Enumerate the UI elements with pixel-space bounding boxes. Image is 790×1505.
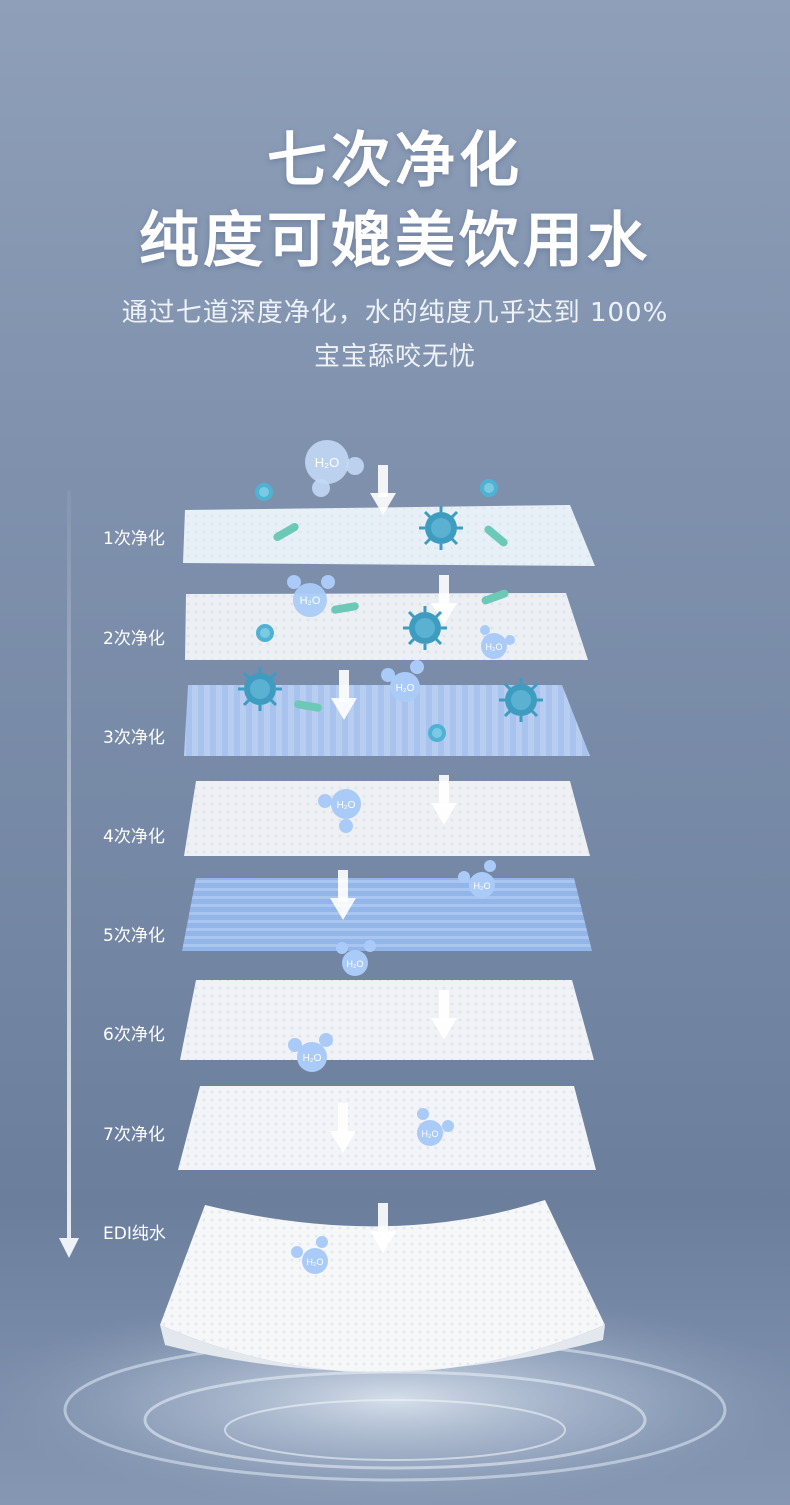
filter-sheet-4 [184,781,590,856]
water-molecule-label: H₂O [396,683,415,694]
stage-label-3: 3次净化 [103,728,165,748]
stage-label-1: 1次净化 [103,529,165,549]
virus-icon [480,479,498,497]
water-molecule-icon: H₂O [318,789,361,833]
water-molecule-label: H₂O [474,881,491,891]
water-molecule-icon: H₂O [458,860,496,898]
stage-label-6: 6次净化 [103,1025,165,1045]
water-molecule-label: H₂O [347,959,364,969]
water-molecule-icon: H₂O [287,575,335,617]
water-molecule-label: H₂O [300,595,321,607]
water-molecule-icon: H₂O [291,1236,328,1274]
virus-icon [417,504,465,552]
water-molecule-icon: H₂O [305,440,364,497]
filter-sheet-7 [178,1086,596,1170]
water-molecule-icon: H₂O [336,940,376,976]
water-molecule-icon: H₂O [288,1033,333,1072]
filter-sheet-edi [160,1200,605,1373]
stage-label-edi: EDI纯水 [103,1224,166,1244]
filter-sheet-3 [184,685,590,756]
stage-label-7: 7次净化 [103,1125,165,1145]
water-molecule-label: H₂O [422,1129,439,1139]
water-molecule-label: H₂O [303,1053,322,1064]
virus-icon [428,724,446,742]
stage-label-4: 4次净化 [103,827,165,847]
virus-icon [256,624,274,642]
virus-icon [497,676,545,724]
water-molecule-label: H₂O [315,455,340,470]
filter-sheet-5 [182,878,592,951]
virus-icon [255,483,273,501]
virus-icon [401,604,449,652]
water-molecule-label: H₂O [486,642,503,652]
water-molecule-icon: H₂O [381,660,424,702]
subtitle-line-1: 通过七道深度净化，水的纯度几乎达到 100% [121,298,669,328]
water-molecule-label: H₂O [307,1257,324,1267]
filter-sheet-1 [183,505,595,566]
filter-sheet-6 [180,980,594,1060]
water-molecule-icon: H₂O [480,625,515,659]
timeline-line [67,490,71,1240]
filter-sheet-2 [185,593,588,660]
subtitle-line-2: 宝宝舔咬无忧 [313,342,476,372]
stage-label-5: 5次净化 [103,926,165,946]
stage-label-2: 2次净化 [103,629,165,649]
timeline-arrow-icon [59,1238,79,1258]
virus-icon [236,665,284,713]
headline-line-1: 七次净化 [267,126,523,196]
headline-line-2: 纯度可媲美饮用水 [139,206,651,276]
water-molecule-label: H₂O [337,800,356,811]
water-molecule-icon: H₂O [417,1108,454,1146]
